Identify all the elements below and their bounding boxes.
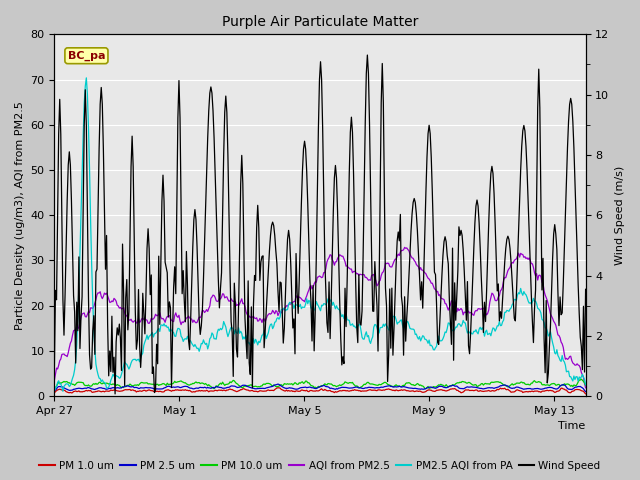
Legend: PM 1.0 um, PM 2.5 um, PM 10.0 um, AQI from PM2.5, PM2.5 AQI from PA, Wind Speed: PM 1.0 um, PM 2.5 um, PM 10.0 um, AQI fr… (35, 456, 605, 475)
X-axis label: Time: Time (558, 421, 586, 432)
Text: BC_pa: BC_pa (68, 50, 105, 61)
Title: Purple Air Particulate Matter: Purple Air Particulate Matter (222, 15, 418, 29)
Y-axis label: Wind Speed (m/s): Wind Speed (m/s) (615, 166, 625, 265)
Y-axis label: Particle Density (ug/m3), AQI from PM2.5: Particle Density (ug/m3), AQI from PM2.5 (15, 101, 25, 330)
